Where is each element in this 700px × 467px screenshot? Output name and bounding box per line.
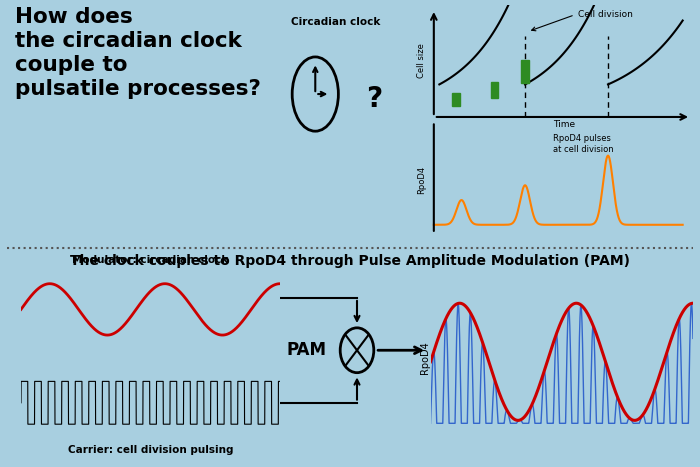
Text: The clock couples to RpoD4 through Pulse Amplitude Modulation (PAM): The clock couples to RpoD4 through Pulse…	[70, 254, 630, 268]
Bar	[491, 82, 498, 98]
Bar	[522, 60, 528, 83]
Text: Cell division: Cell division	[578, 10, 633, 19]
Text: ?: ?	[365, 85, 382, 113]
Text: Circadian clock: Circadian clock	[290, 17, 380, 28]
Text: Carrier: cell division pulsing: Carrier: cell division pulsing	[68, 445, 233, 454]
Bar	[452, 93, 459, 106]
Text: RpoD4: RpoD4	[417, 166, 426, 194]
Text: Time: Time	[553, 120, 575, 129]
Text: PAM: PAM	[287, 341, 327, 359]
Text: How does
the circadian clock
couple to
pulsatile processes?: How does the circadian clock couple to p…	[15, 7, 261, 99]
Text: RpoD4: RpoD4	[420, 341, 430, 374]
Text: RpoD4 pulses
at cell division: RpoD4 pulses at cell division	[553, 134, 613, 154]
Text: Cell size: Cell size	[417, 43, 426, 78]
Text: Modulator: circadian clock: Modulator: circadian clock	[72, 255, 229, 265]
